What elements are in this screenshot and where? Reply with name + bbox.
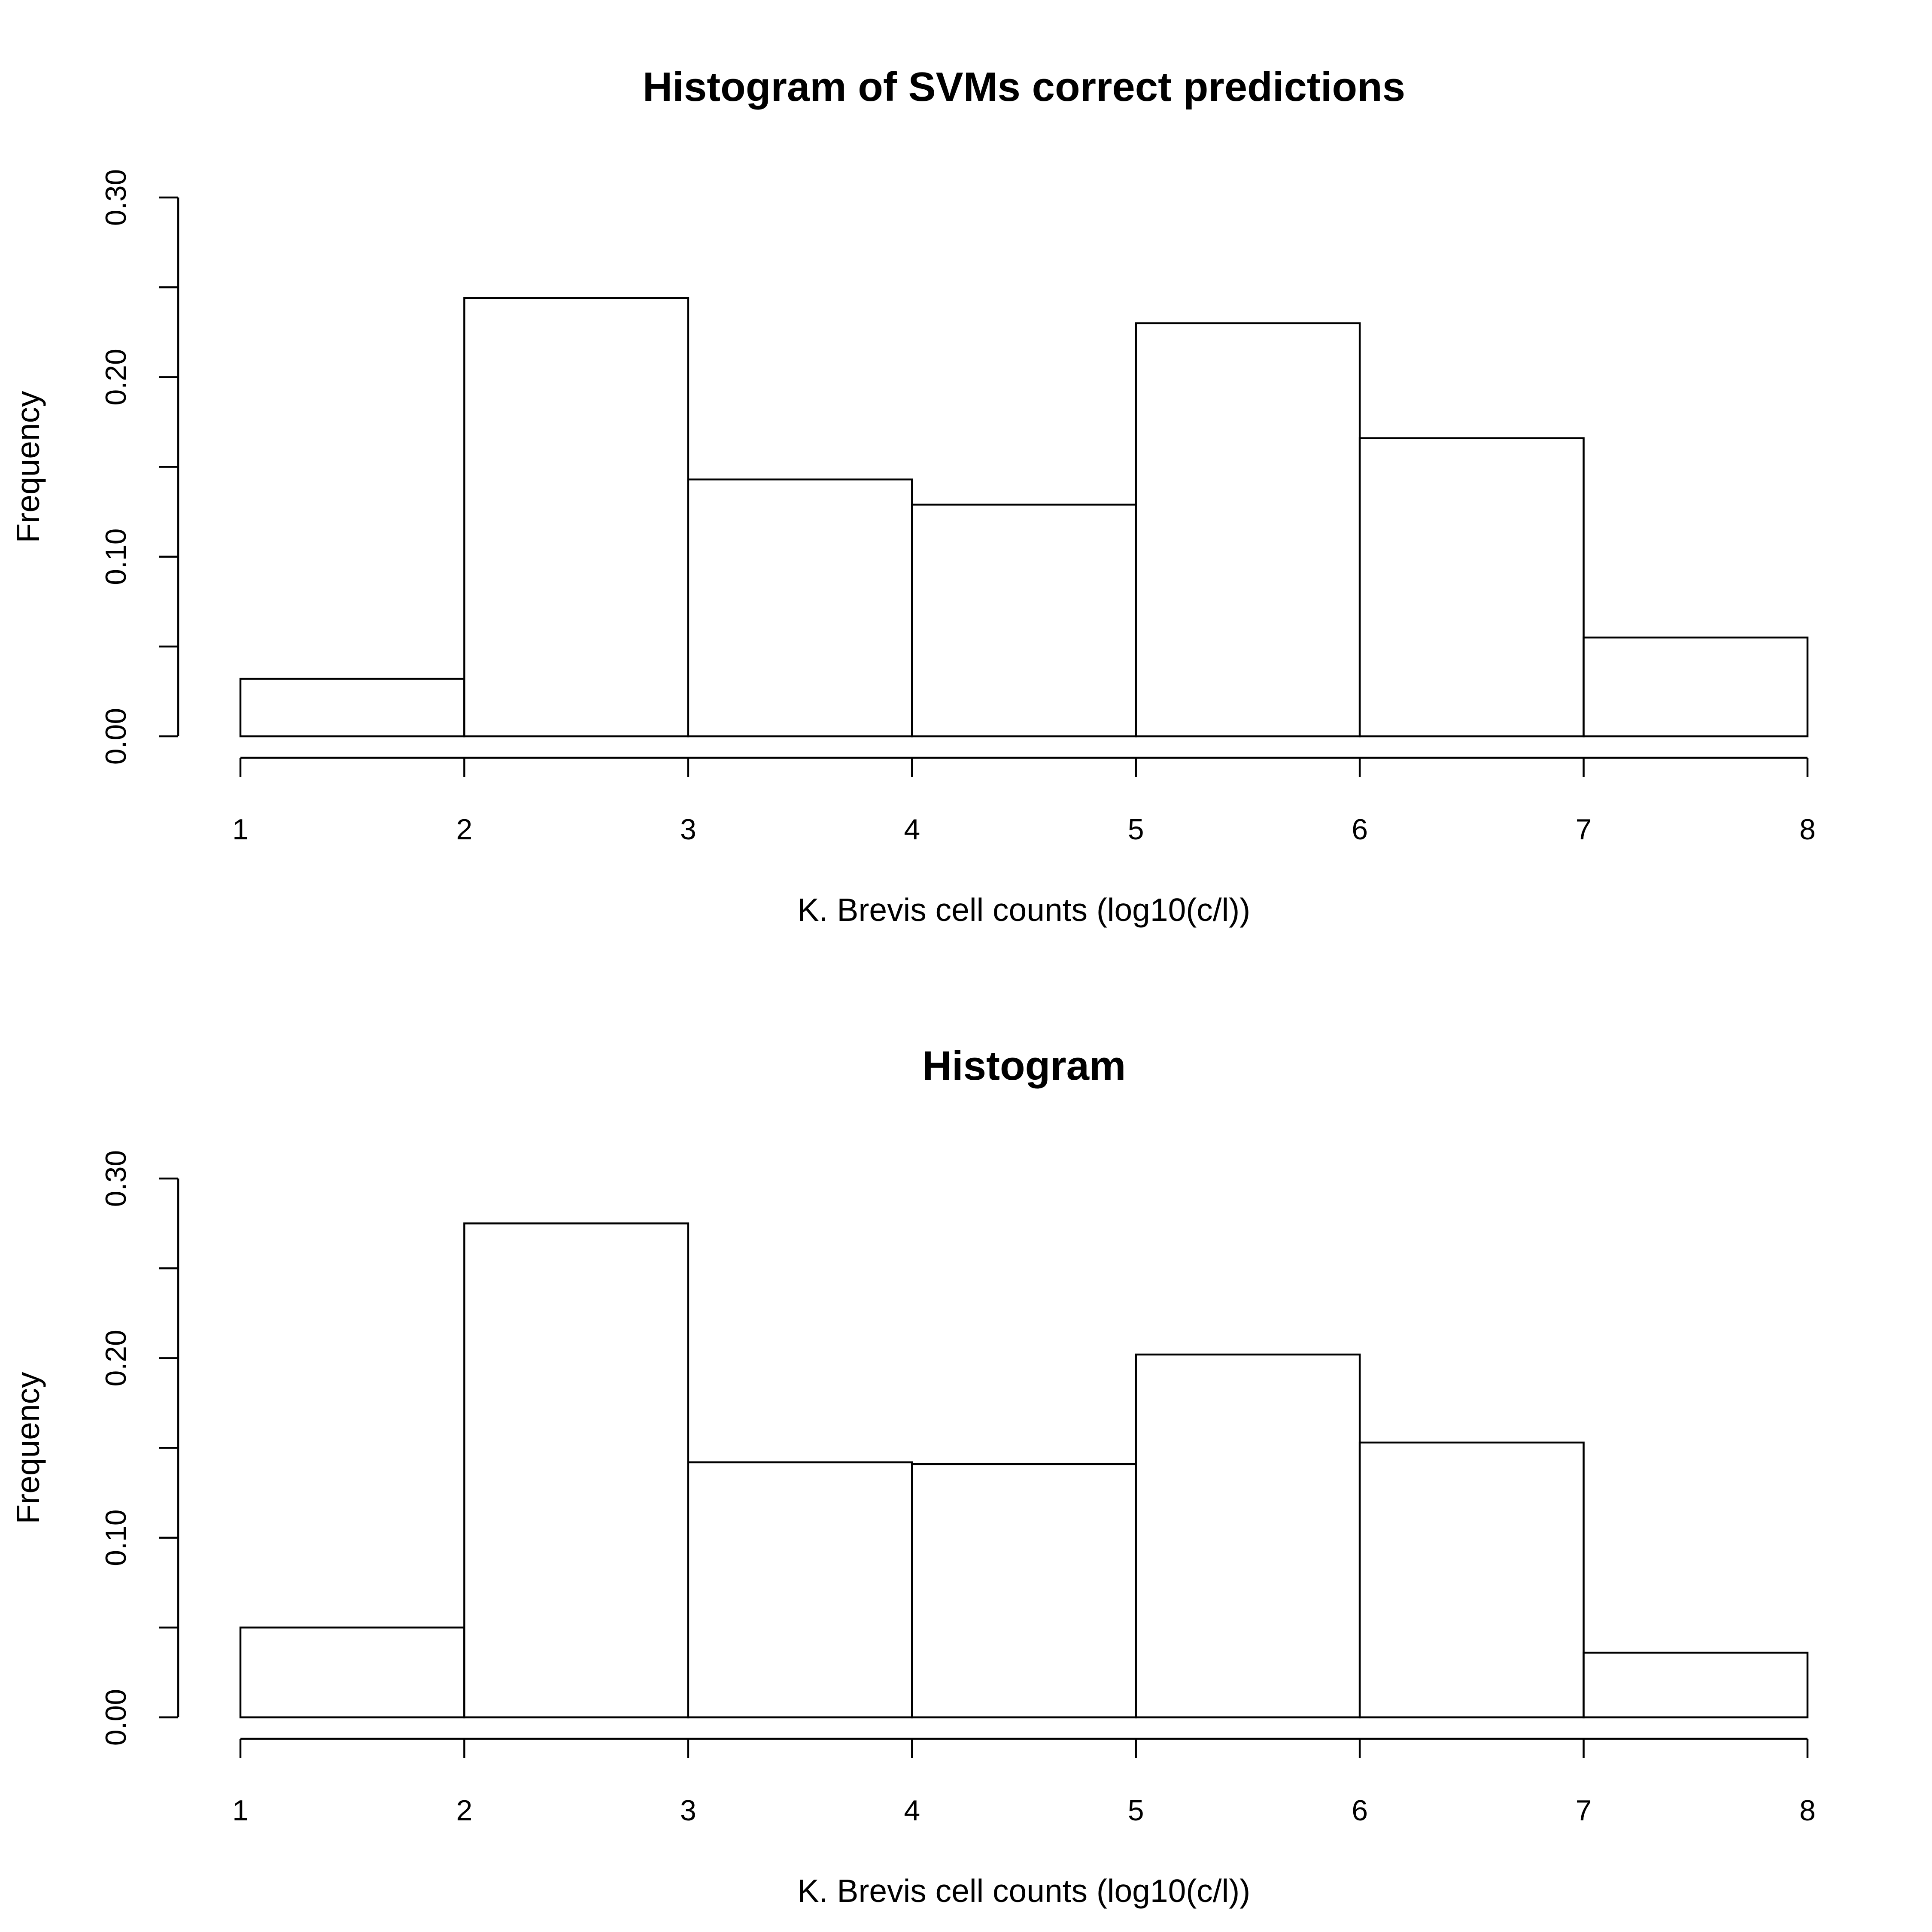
x-tick-label: 5 [1128, 1794, 1144, 1827]
y-tick-label: 0.20 [100, 349, 132, 405]
histogram-bar [1358, 437, 1585, 738]
x-tick-label: 7 [1576, 1794, 1592, 1827]
x-tick-label: 8 [1799, 813, 1816, 846]
chart-title: Histogram [922, 1043, 1126, 1089]
x-tick-label: 1 [232, 813, 249, 846]
x-tick-label: 2 [456, 813, 473, 846]
histogram-panel-bottom: Histogram K. Brevis cell counts (log10(c… [10, 1043, 1816, 1909]
histogram-bar [911, 504, 1137, 738]
histogram-bar [239, 1626, 465, 1719]
x-tick-label: 3 [680, 1794, 696, 1827]
histogram-panel-top: Histogram of SVMs correct predictions K.… [10, 64, 1816, 928]
y-tick-label: 0.00 [100, 708, 132, 765]
histogram-bar [1358, 1441, 1585, 1719]
x-tick-label: 7 [1576, 813, 1592, 846]
x-tick-label: 3 [680, 813, 696, 846]
x-tick-label: 1 [232, 1794, 249, 1827]
x-tick-label: 4 [904, 1794, 920, 1827]
histogram-bar [1135, 1353, 1361, 1719]
histogram-bar [1583, 636, 1809, 738]
histogram-bar [1135, 322, 1361, 738]
x-tick-label: 2 [456, 1794, 473, 1827]
x-tick-label: 8 [1799, 1794, 1816, 1827]
histogram-bar [911, 1463, 1137, 1719]
x-axis-title: K. Brevis cell counts (log10(c/l)) [798, 892, 1251, 928]
chart-title: Histogram of SVMs correct predictions [643, 64, 1405, 110]
x-axis-title: K. Brevis cell counts (log10(c/l)) [798, 1873, 1251, 1909]
y-axis-title: Frequency [10, 391, 46, 543]
y-tick-label: 0.30 [100, 1150, 132, 1207]
y-tick-label: 0.00 [100, 1689, 132, 1746]
x-tick-label: 6 [1352, 813, 1368, 846]
y-tick-label: 0.30 [100, 169, 132, 226]
y-tick-label: 0.20 [100, 1330, 132, 1386]
x-tick-label: 5 [1128, 813, 1144, 846]
y-axis-title: Frequency [10, 1372, 46, 1524]
y-tick-label: 0.10 [100, 528, 132, 585]
y-tick-label: 0.10 [100, 1509, 132, 1566]
histogram-bar [463, 297, 690, 738]
histogram-bar [687, 478, 913, 738]
histogram-bar [239, 677, 465, 738]
x-tick-label: 6 [1352, 1794, 1368, 1827]
histogram-bar [1583, 1652, 1809, 1719]
histogram-bar [463, 1222, 690, 1719]
x-tick-label: 4 [904, 813, 920, 846]
histogram-bar [687, 1461, 913, 1719]
